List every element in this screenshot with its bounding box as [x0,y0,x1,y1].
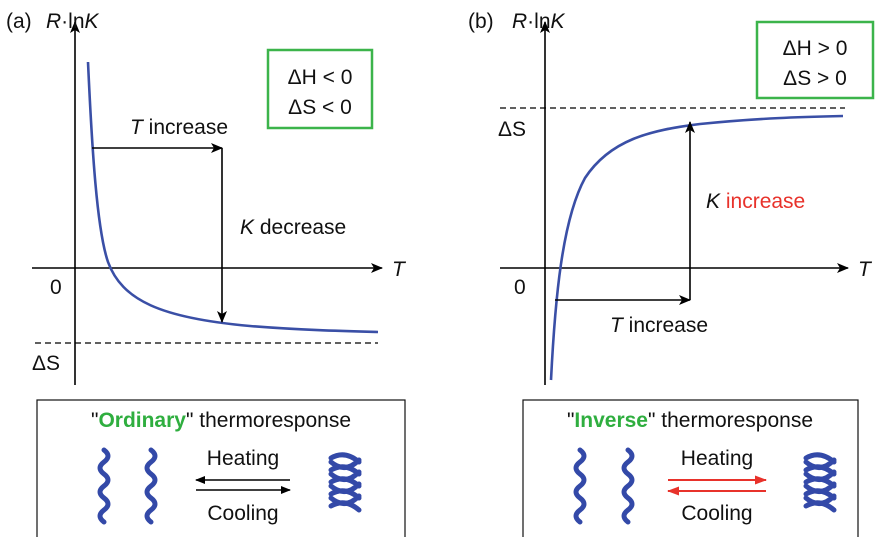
asymptote-label: ΔS [498,118,526,141]
y-symbol: R [46,10,61,33]
t-text: increase [143,116,228,139]
y-ln: ·ln [61,10,84,33]
y-k: K [85,10,100,33]
helix [806,455,834,510]
heating-label: Heating [681,447,753,470]
coil [100,450,108,522]
quote: " [567,409,574,432]
response-text: " thermoresponse [186,409,351,432]
panel-a: (a) R·lnK T 0 ΔH < 0 ΔS < 0 ΔS T increas… [6,10,407,537]
response-kind: Inverse [574,409,648,432]
response-title: "Ordinary" thermoresponse [91,409,351,432]
heating-label: Heating [207,447,279,470]
t-text: increase [623,314,708,337]
conditions-box [755,20,875,100]
response-box [36,399,406,537]
k-change: K decrease [240,216,346,239]
y-ln: ·ln [527,10,550,33]
k-change: K increase [706,190,805,213]
t-change: T increase [130,116,228,139]
origin-label: 0 [50,276,62,299]
y-axis-label: R·lnK [46,10,100,33]
condition: ΔH > 0 [783,37,848,60]
origin-label: 0 [514,276,526,299]
k-text: increase [720,190,805,213]
response-text: " thermoresponse [648,409,813,432]
coil [576,450,584,522]
y-symbol: R [512,10,527,33]
k-symbol: K [240,216,255,239]
k-text: decrease [254,216,346,239]
k-symbol: K [706,190,721,213]
condition: ΔH < 0 [288,66,353,89]
t-change: T increase [610,314,708,337]
condition: ΔS > 0 [783,67,847,90]
t-symbol: T [130,116,145,139]
panel-b: (b) R·lnK T 0 ΔH > 0 ΔS > 0 ΔS T increas… [468,10,875,537]
x-axis-label: T [392,258,407,281]
response-kind: Ordinary [98,409,186,432]
cooling-label: Cooling [681,502,752,525]
panel-tag: (a) [6,10,32,33]
response-box [522,399,859,537]
coil [147,450,155,522]
y-axis-label: R·lnK [512,10,566,33]
quote: " [91,409,98,432]
curve [549,114,844,381]
y-k: K [551,10,566,33]
coil [624,450,632,522]
t-symbol: T [610,314,625,337]
x-axis-label: T [858,258,873,281]
cooling-label: Cooling [207,502,278,525]
condition: ΔS < 0 [288,96,352,119]
panel-tag: (b) [468,10,494,33]
conditions-box [266,48,374,130]
curve [86,61,379,334]
helix [331,455,359,510]
asymptote-label: ΔS [32,352,60,375]
response-title: "Inverse" thermoresponse [567,409,813,432]
